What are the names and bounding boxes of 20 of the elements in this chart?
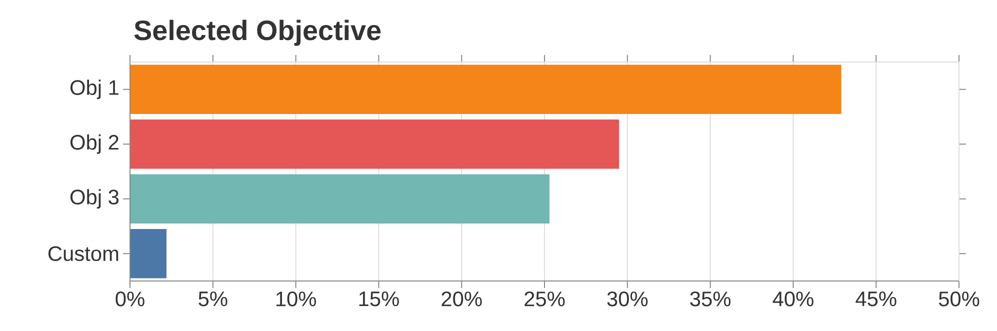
x-tick-label: 40% — [772, 292, 814, 306]
bar — [130, 174, 550, 224]
x-tick-label: 50% — [938, 292, 980, 306]
y-tick-label: Obj 1 — [70, 80, 118, 100]
x-tick-label: 35% — [690, 292, 730, 306]
x-tick-label: 30% — [607, 292, 648, 306]
bar — [130, 119, 620, 169]
x-tick-label: 20% — [442, 292, 482, 306]
y-tick-label: Obj 2 — [70, 134, 118, 154]
x-tick-label: 5% — [198, 292, 228, 306]
y-tick-label: Custom — [48, 246, 118, 262]
y-tick-label: Obj 3 — [70, 189, 119, 209]
x-tick-label: 10% — [276, 292, 316, 306]
bar — [130, 64, 842, 114]
chart-title: Selected Objective — [134, 20, 381, 46]
bar — [130, 228, 166, 278]
x-tick-label: 45% — [856, 292, 896, 306]
x-tick-label: 15% — [359, 292, 399, 306]
x-tick-label: 0% — [116, 292, 144, 306]
x-tick-label: 25% — [524, 292, 565, 306]
